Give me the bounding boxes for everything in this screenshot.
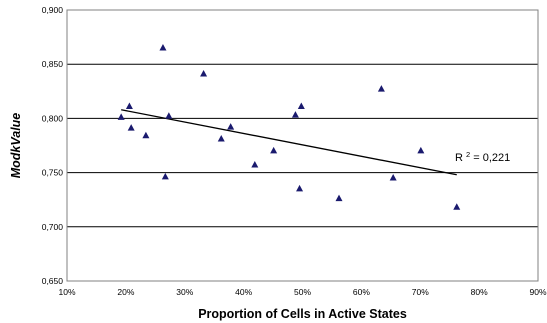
y-tick-labels: 0,650 0,700 0,750 0,800 0,850 0,900 (42, 5, 64, 286)
gridlines (67, 63, 538, 228)
x-tick-label: 70% (412, 287, 429, 297)
x-tick-label: 60% (353, 287, 370, 297)
data-points (117, 43, 461, 210)
data-point (165, 112, 173, 119)
plot-area-border (66, 9, 539, 282)
r-symbol: R (455, 152, 463, 164)
y-tick-label: 0,750 (42, 168, 64, 178)
x-tick-label: 50% (294, 287, 311, 297)
x-tick-labels: 10% 20% 30% 40% 50% 60% 70% 80% 90% (58, 287, 546, 297)
r-squared-value: = 0,221 (473, 152, 510, 164)
data-point (117, 113, 125, 120)
data-point (417, 146, 425, 154)
data-point (159, 43, 167, 51)
x-tick-label: 10% (58, 287, 75, 297)
data-point (389, 174, 397, 181)
y-tick-label: 0,700 (42, 222, 64, 232)
y-tick-label: 0,850 (42, 59, 64, 69)
data-point (270, 146, 278, 154)
data-point (291, 111, 299, 118)
x-tick-label: 80% (471, 287, 488, 297)
x-axis-title: Proportion of Cells in Active States (198, 307, 407, 321)
data-point (297, 102, 305, 109)
data-point (335, 194, 343, 202)
data-point (127, 124, 135, 131)
y-tick-label: 0,650 (42, 276, 64, 286)
y-tick-label: 0,900 (42, 5, 64, 15)
data-point (161, 172, 169, 180)
data-point (453, 203, 461, 210)
data-point (200, 69, 208, 77)
y-axis-title: ModkValue (9, 113, 23, 179)
data-point (142, 131, 150, 139)
x-tick-label: 20% (117, 287, 134, 297)
y-tick-label: 0,800 (42, 113, 64, 123)
r-exponent: 2 (466, 150, 470, 159)
x-tick-label: 90% (529, 287, 546, 297)
data-point (377, 85, 385, 92)
data-point (217, 134, 225, 142)
x-tick-label: 40% (235, 287, 252, 297)
data-point (251, 161, 259, 168)
r-squared-annotation: R 2 = 0,221 (455, 148, 510, 164)
data-point (227, 123, 235, 130)
x-tick-label: 30% (176, 287, 193, 297)
data-point (296, 184, 304, 192)
data-point (125, 102, 133, 109)
trendline (121, 109, 457, 176)
